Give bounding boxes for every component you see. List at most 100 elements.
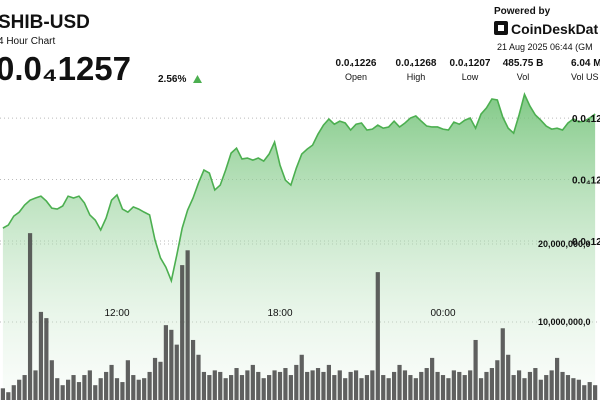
volume-bar — [489, 368, 494, 400]
volume-bar — [190, 339, 196, 400]
volume-bar — [223, 378, 228, 400]
volume-bar — [131, 375, 136, 400]
volume-bar — [125, 360, 130, 400]
volume-bar — [484, 371, 489, 400]
volume-bar — [239, 375, 245, 400]
volume-bar — [22, 375, 27, 400]
volume-bar — [587, 382, 592, 400]
volume-bar — [93, 385, 98, 400]
volume-bar — [446, 378, 451, 400]
volume-bar — [516, 370, 522, 400]
volume-bar — [408, 375, 413, 400]
volume-bar — [147, 371, 152, 400]
volume-bar — [495, 360, 500, 400]
volume-bar — [321, 371, 326, 400]
volume-bar — [511, 375, 516, 400]
volume-bar — [549, 370, 554, 400]
y2-tick-label: 20,000,000,0 — [538, 239, 591, 249]
volume-bar — [473, 339, 478, 400]
y-tick-label: 0.0₄12 — [572, 237, 600, 248]
volume-bar — [305, 371, 310, 400]
stat-label: Vol — [517, 72, 530, 82]
price: 0.0₄1257 — [0, 50, 131, 87]
volume-bar — [114, 378, 120, 400]
volume-bar — [267, 375, 272, 400]
x-tick-label: 00:00 — [430, 308, 455, 319]
volume-bar — [261, 378, 266, 400]
logo-inner — [498, 25, 504, 31]
stat-label: High — [407, 72, 426, 82]
volume-bar — [60, 385, 65, 400]
volume-bar — [76, 382, 82, 400]
volume-bar — [109, 364, 114, 400]
volume-bar — [397, 364, 402, 400]
volume-bar — [500, 328, 505, 400]
volume-bar — [272, 370, 277, 400]
volume-bar — [87, 370, 92, 400]
volume-bar — [457, 371, 462, 400]
volume-bar — [413, 378, 418, 400]
brand: CoinDeskDat — [511, 21, 598, 37]
volume-bar — [430, 357, 435, 400]
volume-bar — [6, 392, 11, 400]
volume-bar — [212, 370, 217, 400]
change: 2.56% — [158, 74, 186, 85]
volume-bar — [576, 379, 581, 400]
volume-bar — [555, 357, 560, 400]
volume-bar — [277, 371, 283, 400]
stat-label: Open — [345, 72, 367, 82]
volume-bar — [82, 375, 87, 400]
volume-bar — [33, 370, 38, 400]
stat-label: Low — [462, 72, 479, 82]
volume-bar — [250, 364, 255, 400]
timestamp: 21 Aug 2025 06:44 (GM — [497, 42, 593, 52]
volume-bar — [419, 371, 424, 400]
volume-bar — [207, 375, 212, 400]
volume-bar — [353, 370, 359, 400]
volume-bar — [326, 364, 331, 400]
volume-bar — [381, 375, 386, 400]
volume-bar — [478, 378, 484, 400]
volume-bar — [462, 375, 467, 400]
volume-bar — [163, 325, 168, 400]
volume-bar — [229, 375, 234, 400]
volume-bar — [136, 379, 141, 400]
volume-bar — [294, 364, 299, 400]
area-layer — [2, 94, 596, 400]
volume-bar — [571, 378, 576, 400]
volume-bar — [402, 370, 408, 400]
stat-value: 485.75 B — [503, 58, 544, 69]
volume-bar — [370, 370, 375, 400]
volume-bar — [392, 371, 397, 400]
volume-bar — [256, 371, 261, 400]
volume-bar — [375, 272, 380, 400]
volume-bar — [49, 360, 54, 400]
volume-bar — [468, 370, 473, 400]
volume-bar — [104, 371, 109, 400]
volume-bar — [283, 368, 288, 400]
volume-bar — [66, 379, 71, 400]
volume-bar — [245, 370, 250, 400]
volume-bar — [11, 385, 16, 400]
x-tick-label: 18:00 — [267, 308, 292, 319]
volume-bar — [218, 371, 223, 400]
volume-bar — [315, 368, 321, 400]
stat-value: 0.0₄1268 — [396, 58, 437, 69]
price-line — [2, 92, 596, 284]
volume-bar — [44, 318, 49, 400]
volume-bar — [348, 371, 353, 400]
axis-labels: 0.0₄120.0₄120.0₄1220,000,000,010,000,000… — [104, 114, 600, 327]
volume-bar — [386, 378, 391, 400]
stat-value: 0.0₄1207 — [450, 58, 491, 69]
volume-bar — [440, 375, 446, 400]
volume-bar — [435, 371, 440, 400]
stat-value: 0.0₄1226 — [336, 58, 377, 69]
volume-bar — [234, 368, 239, 400]
volume-bar — [17, 379, 22, 400]
volume-bar — [71, 375, 76, 400]
x-tick-label: 12:00 — [104, 308, 129, 319]
volume-bar — [522, 378, 527, 400]
volume-bar — [424, 368, 429, 400]
